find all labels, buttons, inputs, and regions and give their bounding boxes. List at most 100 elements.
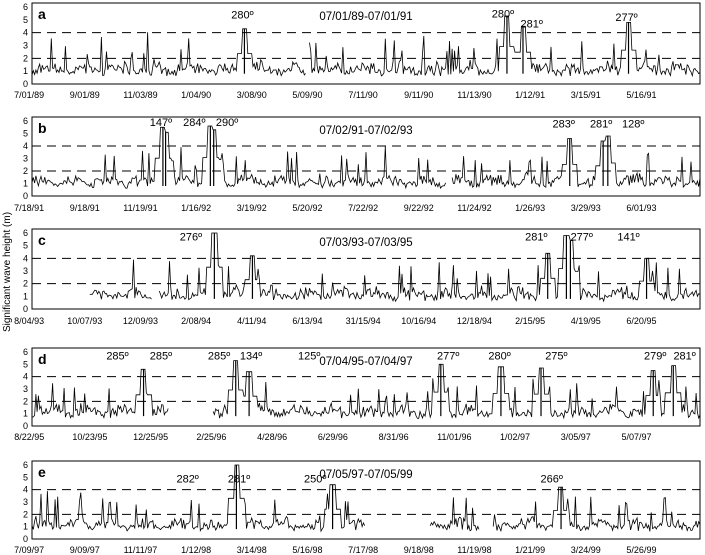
y-tick-label: 2: [23, 396, 28, 406]
x-tick-label: 1/02/97: [500, 432, 530, 442]
period-label: 07/03/93-07/03/95: [319, 237, 412, 249]
x-tick-label: 4/28/96: [257, 432, 287, 442]
y-tick-label: 4: [23, 253, 28, 263]
direction-annotation: 283º: [553, 118, 575, 130]
series-line: [451, 135, 701, 189]
series-line: [429, 497, 480, 532]
direction-annotation: 281º: [673, 350, 695, 362]
y-tick-label: 1: [23, 522, 28, 532]
direction-annotation: 285º: [150, 350, 172, 362]
y-tick-label: 3: [23, 266, 28, 276]
x-tick-label: 11/19/91: [123, 203, 157, 213]
series-line: [309, 15, 701, 78]
x-tick-label: 12/25/95: [133, 432, 168, 442]
y-tick-label: 0: [23, 79, 28, 89]
x-tick-label: 2/15/95: [515, 316, 545, 326]
x-tick-label: 10/23/95: [72, 432, 107, 442]
direction-annotation: 134º: [240, 350, 262, 362]
x-tick-label: 8/31/96: [379, 432, 409, 442]
y-tick-label: 3: [23, 497, 28, 507]
x-tick-label: 3/15/91: [571, 90, 601, 100]
y-tick-label: 6: [23, 460, 28, 470]
panel-b: 0 1 2 3 4 5 6 7/18/91 9/18/91 11/19/91 1/16/92 3/19…: [14, 116, 701, 213]
direction-annotation: 290º: [216, 117, 238, 129]
direction-annotation: 276º: [180, 232, 202, 244]
series-line: [31, 464, 366, 533]
x-tick-label: 1/12/98: [181, 545, 211, 555]
x-tick-label: 2/25/96: [196, 432, 226, 442]
direction-annotation: 280º: [492, 8, 514, 20]
direction-annotation: 128º: [622, 118, 644, 130]
direction-annotation: 277º: [437, 350, 459, 362]
panel-a: 0 1 2 3 4 5 6 7/01/89 9/01/89 11/03/89 1/04/90 3/08…: [14, 2, 701, 100]
panel-letter: d: [38, 351, 47, 367]
direction-annotation: 275º: [545, 350, 567, 362]
series-line: [89, 259, 152, 300]
panel-letter: e: [38, 464, 46, 480]
y-tick-label: 1: [23, 409, 28, 419]
y-tick-label: 1: [23, 291, 28, 301]
direction-annotation: 285º: [208, 350, 230, 362]
x-tick-label: 5/26/99: [626, 545, 656, 555]
y-tick-label: 3: [23, 154, 28, 164]
y-tick-label: 0: [23, 304, 28, 314]
y-tick-label: 6: [23, 2, 28, 12]
y-tick-label: 4: [23, 372, 28, 382]
panel-letter: c: [38, 232, 46, 248]
x-tick-label: 11/03/89: [123, 90, 157, 100]
series-line: [212, 360, 701, 420]
series-line: [492, 486, 701, 533]
y-tick-label: 5: [23, 359, 28, 369]
x-tick-label: 3/08/90: [237, 90, 267, 100]
panel-e: 0 1 2 3 4 5 6 7/09/97 9/09/97 11/11/97 1/12/98 3/14…: [14, 460, 701, 555]
direction-annotation: 281º: [525, 232, 547, 244]
x-tick-label: 10/07/93: [67, 316, 102, 326]
direction-annotation: 282º: [176, 473, 198, 485]
panel-frame: [31, 347, 701, 427]
y-tick-label: 0: [23, 191, 28, 201]
direction-annotation: 284º: [183, 117, 205, 129]
x-tick-label: 12/18/94: [457, 316, 492, 326]
x-tick-label: 5/16/98: [292, 545, 322, 555]
series-line: [158, 232, 701, 303]
x-tick-label: 9/09/97: [70, 545, 100, 555]
y-tick-label: 6: [23, 116, 28, 126]
x-tick-label: 11/11/97: [124, 545, 158, 555]
direction-annotation: 280º: [231, 10, 253, 22]
x-tick-label: 1/26/93: [515, 203, 545, 213]
y-tick-label: 2: [23, 279, 28, 289]
y-tick-label: 6: [23, 228, 28, 238]
x-tick-label: 2/08/94: [181, 316, 211, 326]
x-tick-label: 5/07/97: [621, 432, 651, 442]
direction-annotation: 280º: [488, 350, 510, 362]
y-tick-label: 3: [23, 41, 28, 51]
x-tick-label: 8/04/93: [14, 316, 44, 326]
series-line: [31, 125, 446, 190]
panel-c: 0 1 2 3 4 5 6 8/04/93 10/07/93 12/09/93 2/08/94 4/1…: [14, 228, 701, 326]
direction-annotation: 281º: [228, 473, 250, 485]
direction-annotation: 285º: [106, 350, 128, 362]
y-tick-label: 1: [23, 66, 28, 76]
y-tick-label: 2: [23, 53, 28, 63]
x-tick-label: 7/11/90: [348, 90, 377, 100]
x-tick-label: 6/13/94: [292, 316, 322, 326]
panel-letter: a: [38, 6, 46, 22]
x-tick-label: 11/24/92: [457, 203, 491, 213]
x-tick-label: 7/22/92: [348, 203, 378, 213]
y-tick-label: 4: [23, 28, 28, 38]
y-tick-label: 2: [23, 166, 28, 176]
x-tick-label: 3/29/93: [571, 203, 601, 213]
x-tick-label: 5/20/92: [292, 203, 322, 213]
y-tick-label: 4: [23, 141, 28, 151]
y-tick-label: 5: [23, 241, 28, 251]
x-tick-label: 11/01/96: [437, 432, 471, 442]
y-tick-label: 5: [23, 129, 28, 139]
direction-annotation: 147º: [150, 117, 172, 129]
y-tick-label: 0: [23, 534, 28, 544]
panel-letter: b: [38, 120, 47, 136]
x-tick-label: 11/13/90: [457, 90, 491, 100]
x-tick-label: 9/18/98: [404, 545, 434, 555]
series-line: [31, 28, 306, 77]
y-tick-label: 6: [23, 347, 28, 357]
